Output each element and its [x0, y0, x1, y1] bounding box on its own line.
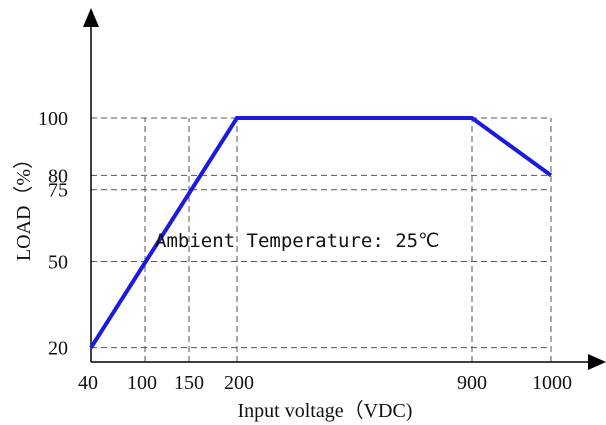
x-axis-title: Input voltage（VDC)	[238, 399, 413, 422]
series-line-0	[89, 115, 553, 349]
x-tick-label: 200	[224, 372, 254, 394]
y-tick-label: 75	[48, 180, 68, 202]
y-tick-label: 20	[48, 338, 68, 360]
x-axis-arrow-icon	[588, 354, 606, 370]
x-tick-label: 100	[127, 372, 157, 394]
y-tick-label: 100	[38, 108, 68, 130]
y-tick-label: 50	[48, 252, 68, 274]
x-tick-labels: 40 100 150 200 900 1000	[78, 372, 572, 394]
x-tick-label: 150	[174, 372, 204, 394]
series-layer	[89, 115, 553, 349]
y-axis-title: LOAD（%）	[12, 149, 35, 261]
x-tick-label: 1000	[532, 372, 572, 394]
y-tick-label: 80	[48, 165, 68, 187]
x-tick-label: 40	[78, 372, 98, 394]
annotation-ambient-temperature: Ambient Temperature: 25℃	[155, 230, 439, 252]
x-tick-label: 900	[457, 372, 487, 394]
axes	[83, 8, 606, 370]
y-axis-arrow-icon	[83, 8, 99, 27]
